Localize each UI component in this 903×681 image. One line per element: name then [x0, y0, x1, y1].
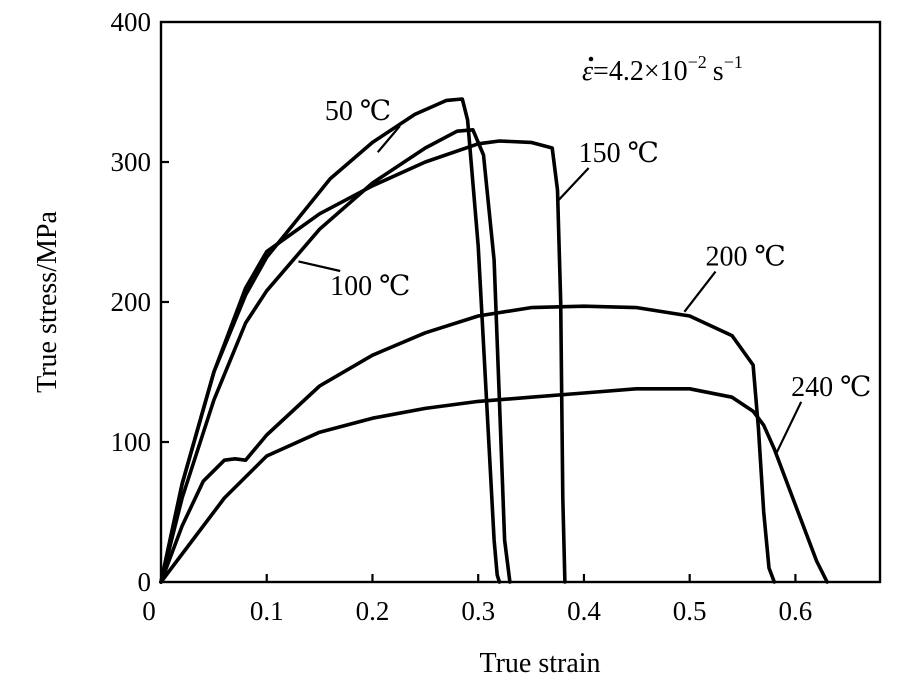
series-labels: 50 ℃ 100 ℃ 150 ℃ 200 ℃ 240 ℃	[298, 96, 872, 454]
annotation-unit-exponent: −1	[724, 52, 743, 72]
annotation-unit: s	[713, 56, 724, 87]
annotation-exponent: −2	[688, 52, 707, 72]
x-tick-label: 0.6	[779, 596, 813, 626]
y-tick-label: 0	[138, 567, 152, 597]
series-line-3	[159, 139, 567, 584]
annotation-dot-icon	[588, 56, 594, 62]
x-tick-label: 0.1	[250, 596, 284, 626]
y-tick-label: 400	[111, 7, 152, 37]
annotation-epsilon: ε	[582, 56, 593, 87]
x-tick-label: 0.3	[461, 596, 495, 626]
series-label-leader	[683, 270, 717, 313]
y-tick-label: 100	[111, 427, 152, 457]
series-label-leader	[775, 401, 803, 454]
series-label-4: 200 ℃	[706, 242, 786, 273]
series-lines	[159, 97, 829, 584]
series-line-5	[159, 386, 829, 584]
y-axis-label: True stress/MPa	[32, 211, 63, 393]
x-axis-label: True strain	[479, 648, 600, 679]
series-line-4	[159, 304, 777, 584]
series-label-leader	[376, 125, 401, 153]
series-label-leader	[556, 167, 590, 202]
x-tick-label: 0.2	[356, 596, 390, 626]
y-tick-label: 200	[111, 287, 152, 317]
series-label-leader	[298, 260, 341, 273]
x-tick-label: 0.4	[567, 596, 601, 626]
series-label-5: 240 ℃	[791, 372, 871, 403]
strain-rate-annotation: ε=4.2×10−2 s−1	[582, 52, 743, 87]
annotation-text: ε=4.2×10−2 s−1	[582, 52, 743, 87]
y-tick-label: 300	[111, 147, 152, 177]
series-label-1: 50 ℃	[325, 96, 391, 127]
y-axis: 0 100 200 300 400	[111, 7, 169, 597]
x-axis: 0.1 0.2 0.3 0.4 0.5 0.6 0	[142, 574, 812, 626]
x-tick-label: 0.5	[673, 596, 707, 626]
series-label-3: 150 ℃	[579, 138, 659, 169]
series-line-1	[159, 97, 502, 584]
series-line-2	[159, 128, 512, 584]
plot-frame	[159, 20, 882, 584]
annotation-value: =4.2×10	[593, 56, 688, 87]
series-label-2: 100 ℃	[330, 271, 410, 302]
x-origin-label: 0	[142, 596, 156, 626]
